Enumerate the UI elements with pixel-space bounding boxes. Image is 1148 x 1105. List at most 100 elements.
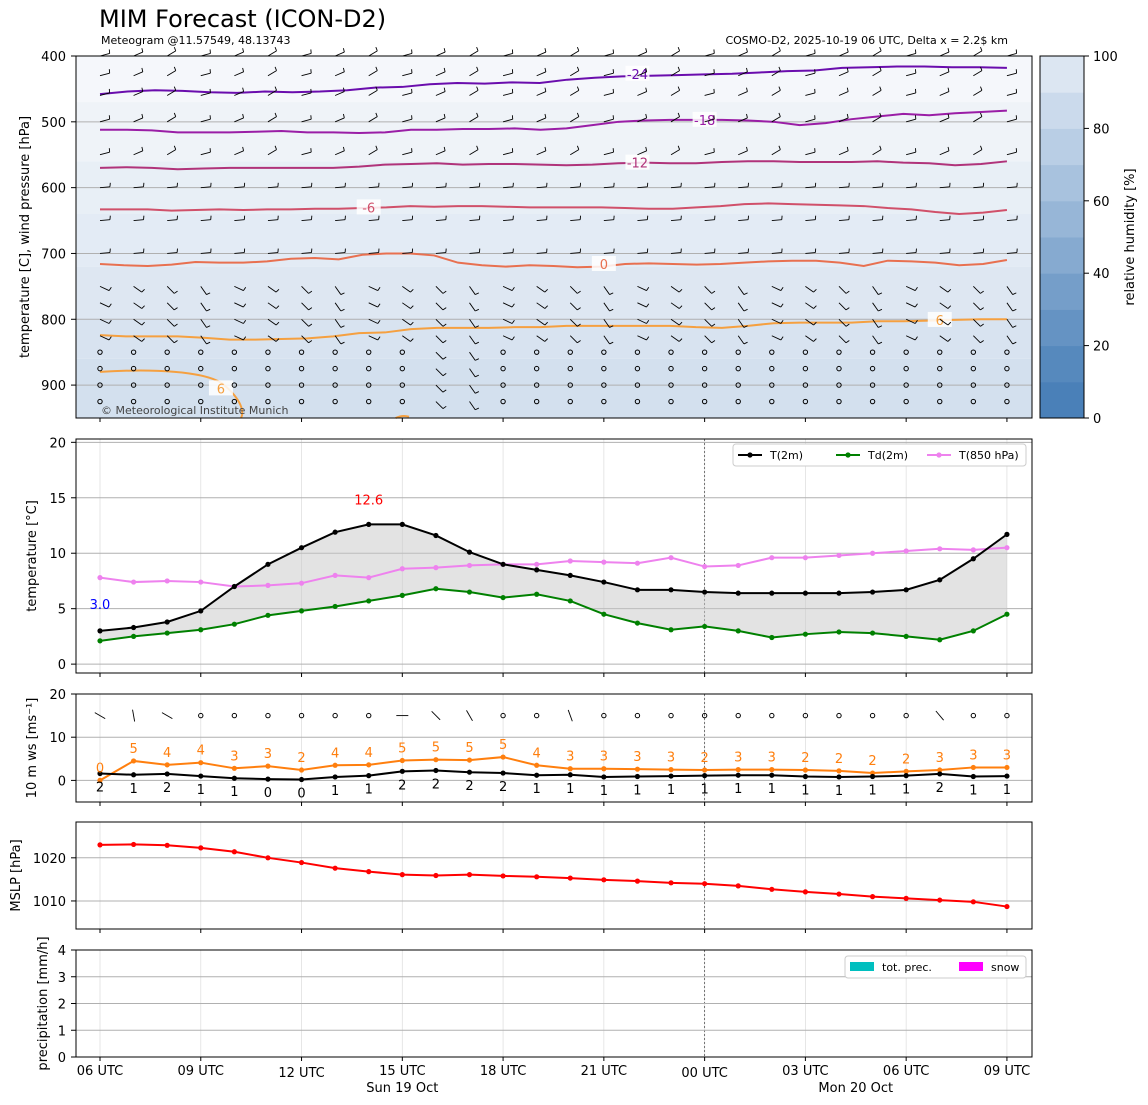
wind-barb-feather	[475, 308, 480, 312]
colorbar-label: relative humidity [%]	[1123, 168, 1138, 305]
calm-wind-marker	[97, 365, 103, 372]
wind-barb	[402, 118, 413, 123]
y-tick-label: 10	[49, 547, 66, 562]
wind-barb	[200, 302, 207, 312]
wind-barb-feather	[442, 290, 447, 294]
wind-barb	[200, 118, 211, 123]
gust-point	[231, 765, 237, 771]
wind-barb	[536, 335, 546, 342]
wind-barb	[805, 118, 816, 123]
wind-barb-feather	[475, 341, 480, 345]
wind-barb-feather	[173, 66, 177, 71]
gust-point	[601, 766, 607, 772]
wind-barb	[704, 186, 715, 189]
calm-wind-marker	[265, 365, 271, 372]
calm-wind-marker	[298, 398, 305, 405]
wind-value-label: 1	[365, 783, 373, 798]
colorbar-frame	[1039, 55, 1085, 419]
calm-wind-marker	[869, 365, 876, 372]
temperature-contour	[100, 202, 1008, 215]
calm-wind-marker	[769, 382, 775, 388]
wind-barb	[99, 92, 110, 96]
humidity-field	[76, 56, 1032, 418]
calm-wind-marker	[332, 712, 338, 719]
location-subtitle: Meteogram @11.57549, 48.13743	[101, 34, 291, 47]
wind-barb	[872, 116, 882, 123]
wind-barb-feather	[846, 48, 849, 53]
wind-barb-feather	[846, 113, 849, 119]
wind-barb-feather	[141, 87, 144, 92]
gust-value-label: 5	[432, 741, 440, 756]
wind-barb-feather	[410, 321, 414, 326]
legend-swatch	[959, 962, 983, 971]
calm-wind-marker	[634, 712, 641, 719]
gust-point	[836, 768, 842, 774]
colorbar-tick-label: 0	[1093, 412, 1101, 427]
t2m-point	[298, 545, 305, 551]
wind-barb	[637, 91, 647, 96]
mslp-point	[366, 869, 372, 875]
td2m-point	[399, 592, 405, 598]
t2m-point	[265, 561, 271, 567]
temperature-contour	[99, 252, 1008, 269]
wind-barb-feather	[813, 338, 817, 342]
windspeed-point	[903, 773, 909, 779]
wind-barb	[569, 286, 578, 294]
legend-item: T(850 hPa)	[958, 449, 1019, 462]
wind-barb-feather	[878, 308, 883, 312]
calm-wind-marker	[1004, 382, 1010, 388]
wind-barb-feather	[609, 325, 614, 328]
wind-barb-feather	[914, 336, 918, 341]
wind-value-label: 1	[633, 784, 641, 799]
wind-barb	[939, 285, 949, 293]
wind-barb	[267, 89, 277, 96]
wind-barb	[872, 89, 882, 96]
calm-wind-marker	[399, 349, 406, 355]
max-temp-label: 12.6	[354, 493, 383, 508]
wind-barb-feather	[947, 338, 952, 342]
wind-barb	[133, 219, 144, 221]
t850-point	[668, 555, 674, 561]
calm-wind-marker	[130, 365, 137, 372]
wind-barb-feather	[206, 341, 211, 345]
wind-barb	[536, 302, 546, 309]
wind-barb	[334, 335, 342, 345]
windspeed-point	[1004, 773, 1010, 779]
wind-barb	[569, 302, 578, 311]
wind-barb	[771, 318, 782, 324]
wind-barb	[704, 335, 713, 344]
wind-barb-feather	[980, 323, 984, 327]
mslp-point	[937, 897, 943, 903]
gust-value-label: 3	[936, 751, 944, 766]
wind-barb	[771, 89, 781, 96]
wind-barb-feather	[443, 113, 446, 119]
colorbar-segment	[1040, 273, 1084, 310]
wind-barb	[1006, 302, 1014, 312]
td2m-point	[1004, 611, 1010, 617]
wind-barb	[435, 318, 444, 327]
wind-barb-feather	[711, 290, 716, 294]
calm-wind-marker	[701, 382, 708, 388]
gust-value-label: 3	[1003, 748, 1011, 763]
wind-barb	[973, 252, 984, 254]
wind-barb-feather	[980, 145, 983, 150]
wind-barb	[1006, 335, 1014, 345]
wind-barb	[536, 318, 546, 326]
t2m-point	[433, 532, 439, 539]
calm-wind-marker	[1004, 398, 1010, 405]
wind-barb-feather	[340, 308, 345, 312]
mslp-point	[332, 865, 338, 871]
wind-barb	[200, 92, 211, 96]
wind-barb-feather	[646, 287, 650, 291]
calm-wind-marker	[601, 365, 607, 372]
wind-barb	[536, 150, 547, 156]
wind-barb	[906, 186, 917, 189]
wind-barb-feather	[677, 86, 681, 91]
mslp-point	[466, 872, 473, 878]
wind-barb	[267, 335, 277, 342]
wind-barb	[838, 51, 849, 57]
calm-wind-marker	[802, 382, 809, 388]
calm-wind-marker	[500, 398, 506, 405]
td2m-point	[903, 633, 909, 640]
windspeed-point	[130, 772, 137, 778]
